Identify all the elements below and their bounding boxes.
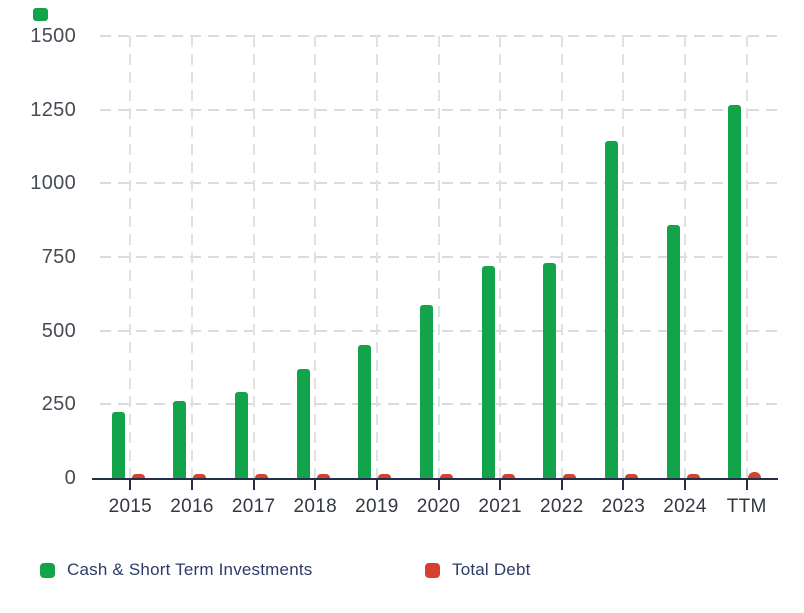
bar-debt-2020[interactable] bbox=[440, 474, 453, 478]
x-axis-line bbox=[92, 477, 778, 480]
bar-debt-2015[interactable] bbox=[131, 474, 145, 478]
y-tick-label: 250 bbox=[41, 393, 76, 416]
y-tick-label: 0 bbox=[64, 467, 76, 489]
legend-label: Total Debt bbox=[452, 560, 531, 579]
bar-cash-ttm[interactable] bbox=[728, 104, 742, 478]
x-tick-label: 2021 bbox=[478, 496, 522, 517]
logo-mark bbox=[33, 8, 48, 21]
bar-cash-2019[interactable] bbox=[358, 345, 372, 478]
bar-cash-2015[interactable] bbox=[111, 411, 125, 478]
bar-cash-2022[interactable] bbox=[543, 262, 557, 478]
bar-debt-2016[interactable] bbox=[193, 474, 207, 478]
bar-cash-2018[interactable] bbox=[296, 368, 310, 478]
y-tick-label: 1250 bbox=[30, 98, 76, 121]
axis-tick bbox=[375, 479, 378, 490]
x-tick-label: 2017 bbox=[231, 496, 276, 517]
x-tick-label: TTM bbox=[726, 496, 767, 517]
bar-debt-2018[interactable] bbox=[316, 474, 330, 478]
bar-debt-2017[interactable] bbox=[255, 474, 269, 478]
bar-debt-2022[interactable] bbox=[563, 474, 577, 478]
axis-tick bbox=[560, 479, 563, 490]
axis-tick bbox=[745, 479, 748, 490]
bar-cash-2016[interactable] bbox=[173, 401, 187, 478]
bar-cash-2020[interactable] bbox=[420, 304, 433, 478]
bar-cash-2023[interactable] bbox=[604, 141, 618, 478]
bar-cash-2024[interactable] bbox=[666, 224, 680, 478]
v-gridline bbox=[129, 36, 132, 478]
x-tick-label: 2020 bbox=[416, 496, 461, 517]
axis-tick bbox=[190, 479, 193, 490]
v-gridline bbox=[190, 36, 193, 478]
x-tick-label: 2022 bbox=[540, 496, 584, 517]
y-tick-label: 1000 bbox=[30, 172, 76, 195]
v-gridline bbox=[622, 36, 625, 478]
v-gridline bbox=[437, 36, 440, 478]
y-tick-label: 750 bbox=[41, 246, 76, 268]
axis-tick bbox=[684, 479, 687, 490]
axis-tick bbox=[129, 479, 132, 490]
legend-item-cash[interactable]: Cash & Short Term Investments bbox=[40, 560, 312, 580]
axis-tick bbox=[314, 479, 317, 490]
y-tick-label: 1500 bbox=[30, 25, 76, 47]
bar-debt-2023[interactable] bbox=[624, 474, 638, 478]
v-gridline bbox=[560, 36, 563, 478]
x-tick-label: 2016 bbox=[170, 496, 214, 517]
bar-cash-2021[interactable] bbox=[481, 265, 495, 478]
v-gridline bbox=[252, 36, 255, 478]
legend: Cash & Short Term Investments Total Debt bbox=[0, 560, 804, 584]
x-tick-label: 2018 bbox=[293, 496, 337, 517]
bar-debt-ttm[interactable] bbox=[748, 472, 762, 478]
x-tick-label: 2019 bbox=[355, 496, 399, 517]
v-gridline bbox=[745, 36, 748, 478]
legend-item-debt[interactable]: Total Debt bbox=[425, 560, 531, 580]
v-gridline bbox=[684, 36, 687, 478]
x-tick-label: 2015 bbox=[108, 496, 153, 517]
y-tick-label: 500 bbox=[41, 319, 76, 342]
v-gridline bbox=[314, 36, 317, 478]
axis-tick bbox=[622, 479, 625, 490]
axis-tick bbox=[437, 479, 440, 490]
legend-swatch-icon bbox=[40, 562, 55, 578]
legend-swatch-icon bbox=[425, 562, 440, 578]
legend-label: Cash & Short Term Investments bbox=[67, 560, 313, 579]
axis-tick bbox=[499, 479, 502, 490]
x-tick-label: 2024 bbox=[663, 496, 707, 517]
bar-debt-2019[interactable] bbox=[378, 474, 392, 478]
bar-cash-2017[interactable] bbox=[235, 391, 249, 478]
v-gridline bbox=[375, 36, 378, 478]
axis-tick bbox=[252, 479, 255, 490]
v-gridline bbox=[499, 36, 502, 478]
bar-debt-2024[interactable] bbox=[686, 474, 700, 478]
bar-debt-2021[interactable] bbox=[501, 474, 515, 478]
x-tick-label: 2023 bbox=[601, 496, 646, 517]
